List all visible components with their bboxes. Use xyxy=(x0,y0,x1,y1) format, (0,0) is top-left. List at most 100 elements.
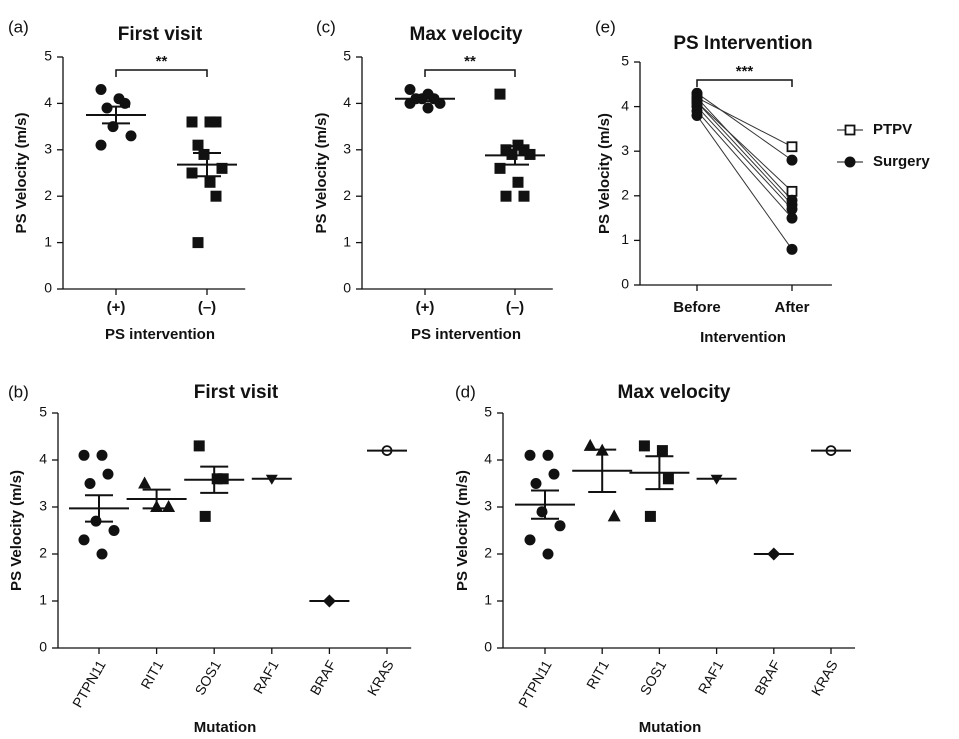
point xyxy=(125,130,137,142)
point xyxy=(198,148,210,160)
x-tick-label: RIT1 xyxy=(583,657,612,691)
point xyxy=(656,445,668,457)
point xyxy=(500,144,512,156)
y-tick-label: 2 xyxy=(621,187,629,203)
significance-bracket xyxy=(696,79,793,87)
y-axis-label: PS Velocity (m/s) xyxy=(596,113,613,234)
y-tick-label: 2 xyxy=(484,545,492,561)
point xyxy=(554,520,566,532)
x-tick-label: SOS1 xyxy=(191,657,224,698)
point xyxy=(186,167,198,179)
y-tick-label: 0 xyxy=(343,280,351,296)
y-axis-label: PS Velocity (m/s) xyxy=(454,470,471,591)
point xyxy=(199,510,211,522)
y-tick-label: 3 xyxy=(343,141,351,157)
x-tick-label: KRAS xyxy=(808,657,841,698)
y-tick-label: 3 xyxy=(39,498,47,514)
y-tick-label: 5 xyxy=(44,48,52,64)
point xyxy=(786,203,798,215)
x-tick-label: KRAS xyxy=(364,657,397,698)
point xyxy=(96,449,108,461)
y-tick-label: 4 xyxy=(44,94,52,110)
error-bar xyxy=(411,95,439,103)
y-tick-label: 1 xyxy=(44,233,52,249)
y-axis-label: PS Velocity (m/s) xyxy=(313,113,330,234)
point xyxy=(138,476,152,489)
point xyxy=(542,548,554,560)
pair-line xyxy=(696,101,793,206)
point xyxy=(192,139,204,151)
point xyxy=(638,440,650,452)
chart-title: First visit xyxy=(118,24,203,45)
y-tick-label: 0 xyxy=(484,639,492,655)
pair-line xyxy=(696,101,793,192)
y-tick-label: 3 xyxy=(621,142,629,158)
y-tick-label: 1 xyxy=(39,592,47,608)
point xyxy=(192,237,204,249)
point xyxy=(548,468,560,480)
point xyxy=(512,176,524,188)
point xyxy=(210,190,222,202)
chart-title: First visit xyxy=(194,382,279,403)
point xyxy=(844,156,856,168)
x-tick-label: PTPN11 xyxy=(69,657,109,710)
point xyxy=(96,548,108,560)
pair-line xyxy=(696,106,793,210)
chart-title: PS Intervention xyxy=(673,33,812,54)
point xyxy=(108,525,120,536)
point xyxy=(542,449,554,461)
pair-line xyxy=(696,97,793,201)
error-bar xyxy=(85,494,113,523)
y-tick-label: 1 xyxy=(621,231,629,247)
point xyxy=(84,478,96,489)
x-tick-label: RAF1 xyxy=(695,657,727,696)
pair-line xyxy=(696,92,793,161)
x-tick-label: BRAF xyxy=(751,657,784,697)
x-tick-label: PTPN11 xyxy=(515,657,555,710)
point xyxy=(78,534,90,546)
error-bar xyxy=(501,145,529,166)
x-axis-label: PS intervention xyxy=(105,326,215,343)
error-bar xyxy=(588,448,617,493)
y-tick-label: 3 xyxy=(484,498,492,514)
pair-line xyxy=(696,97,793,148)
y-tick-label: 2 xyxy=(44,187,52,203)
y-tick-label: 4 xyxy=(484,451,492,467)
point xyxy=(204,116,216,128)
legend-label: Surgery xyxy=(873,153,930,170)
pair-line xyxy=(696,110,793,219)
x-tick-label: (–) xyxy=(198,299,216,316)
significance-bracket xyxy=(424,69,516,77)
x-tick-label: After xyxy=(774,299,809,316)
error-bar xyxy=(200,465,229,494)
point xyxy=(786,154,798,166)
y-tick-label: 0 xyxy=(39,639,47,655)
point xyxy=(186,116,198,128)
y-axis-label: PS Velocity (m/s) xyxy=(13,113,30,234)
y-tick-label: 5 xyxy=(621,53,629,69)
point xyxy=(216,162,228,174)
point xyxy=(691,110,703,122)
point xyxy=(78,449,90,461)
point xyxy=(583,438,597,451)
point xyxy=(204,176,216,188)
y-tick-label: 1 xyxy=(484,592,492,608)
point xyxy=(786,243,798,255)
point xyxy=(102,468,114,480)
y-tick-label: 4 xyxy=(343,94,351,110)
point xyxy=(644,510,656,522)
panel-label: (c) xyxy=(316,17,336,36)
x-tick-label: (+) xyxy=(416,299,435,316)
point xyxy=(95,139,107,151)
point xyxy=(422,102,434,114)
error-bar xyxy=(142,488,171,510)
error-bar xyxy=(193,152,221,178)
panel-label: (d) xyxy=(455,382,476,401)
point xyxy=(101,102,113,114)
legend-label: PTPV xyxy=(873,121,912,138)
point xyxy=(494,88,506,100)
point xyxy=(193,440,205,452)
point xyxy=(210,116,222,128)
error-bar xyxy=(102,105,130,125)
